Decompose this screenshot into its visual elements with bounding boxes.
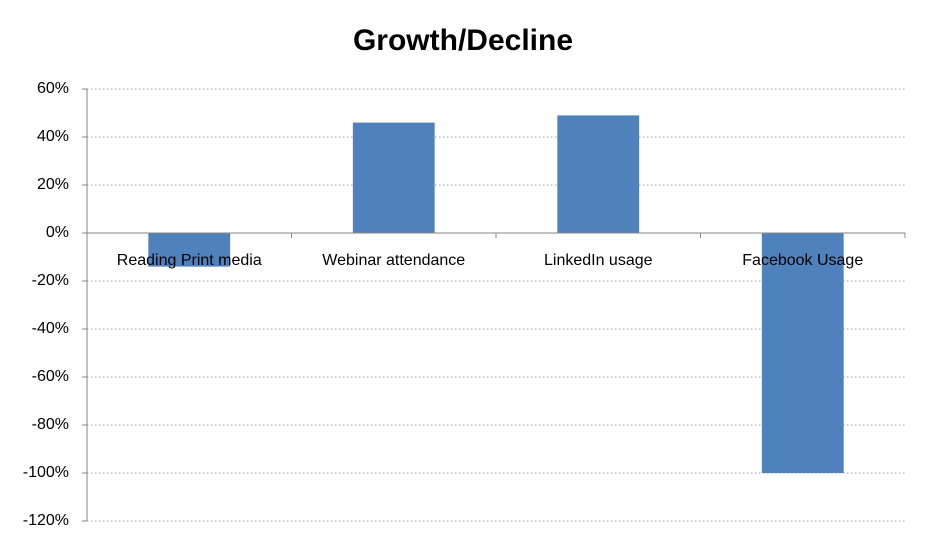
y-tick-label: -40% <box>32 320 69 337</box>
chart-title: Growth/Decline <box>353 24 573 57</box>
y-tick-label: -100% <box>23 464 69 481</box>
x-tick-label: Facebook Usage <box>742 252 863 269</box>
y-tick-label: -20% <box>32 272 69 289</box>
y-tick-label: -120% <box>23 512 69 529</box>
bar <box>557 115 640 233</box>
bar <box>148 233 231 267</box>
x-tick-label: Reading Print media <box>117 252 262 269</box>
x-tick-label: Webinar attendance <box>322 252 465 269</box>
y-tick-label: 0% <box>46 224 69 241</box>
y-tick-label: -80% <box>32 416 69 433</box>
x-tick-label: LinkedIn usage <box>544 252 653 269</box>
y-tick-label: 20% <box>37 176 69 193</box>
bar <box>352 122 435 233</box>
y-tick-label: 40% <box>37 128 69 145</box>
bar <box>761 233 844 473</box>
y-tick-label: -60% <box>32 368 69 385</box>
y-tick-label: 60% <box>37 80 69 97</box>
